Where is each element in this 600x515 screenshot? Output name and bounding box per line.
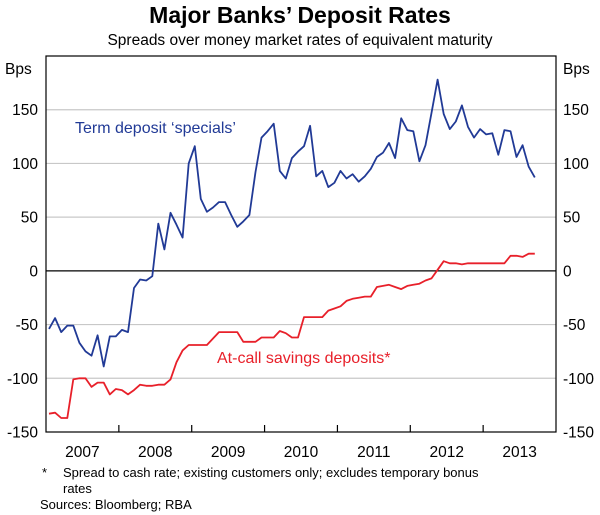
series-line-at-call-savings	[48, 252, 535, 419]
x-tick-label: 2009	[211, 444, 245, 461]
gridlines	[46, 109, 556, 379]
chart-title: Major Banks’ Deposit Rates	[149, 2, 451, 28]
x-tick-label: 2008	[138, 444, 172, 461]
y-tick-left: 100	[12, 156, 38, 173]
y-tick-left: 0	[29, 263, 38, 280]
x-tick-label: 2012	[429, 444, 463, 461]
x-tick-label: 2013	[502, 444, 536, 461]
sources: Sources: Bloomberg; RBA	[40, 497, 192, 512]
series-label-term-deposit: Term deposit ‘specials’	[75, 120, 236, 137]
y-tick-right: -150	[563, 425, 594, 442]
series-lines	[48, 78, 536, 419]
y-tick-right: -100	[563, 371, 594, 388]
y-axis-label-left: Bps	[5, 61, 32, 78]
y-tick-labels: -150 -150 -100 -100 -50 -50 0 0 50 50 100 100 150 150	[7, 102, 594, 441]
y-tick-right: 50	[563, 210, 581, 227]
y-tick-right: 0	[563, 263, 572, 280]
footnote-continued: rates	[63, 481, 92, 496]
chart-subtitle: Spreads over money market rates of equiv…	[107, 32, 492, 49]
y-tick-left: 50	[21, 210, 39, 227]
series-label-at-call: At-call savings deposits*	[217, 350, 390, 367]
x-tick-label: 2011	[357, 444, 390, 461]
x-tick-label: 2010	[284, 444, 319, 461]
y-tick-right: -50	[563, 317, 586, 334]
footnote: Spread to cash rate; existing customers …	[63, 465, 479, 480]
y-tick-left: -100	[7, 371, 38, 388]
y-tick-left: -50	[16, 317, 39, 334]
footnote-marker: *	[42, 465, 47, 480]
y-tick-left: 150	[12, 102, 38, 119]
y-tick-left: -150	[7, 425, 38, 442]
y-tick-right: 100	[563, 156, 589, 173]
y-tick-right: 150	[563, 102, 589, 119]
plot-frame	[45, 55, 557, 433]
x-tick-labels: 2007 2008 2009 2010 2011 2012 2013	[65, 425, 537, 461]
x-tick-label: 2007	[65, 444, 99, 461]
y-axis-label-right: Bps	[563, 61, 590, 78]
